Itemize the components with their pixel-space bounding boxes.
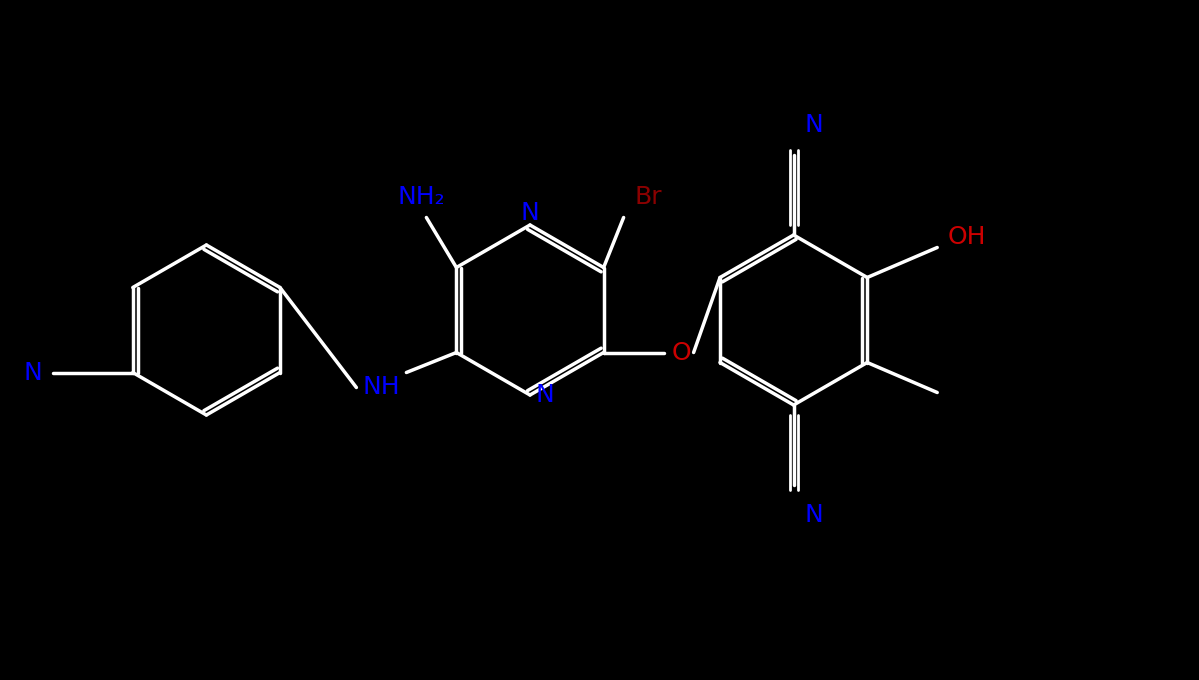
Text: NH: NH [362, 375, 400, 400]
Text: N: N [805, 113, 823, 137]
Text: NH₂: NH₂ [398, 186, 445, 209]
Text: Br: Br [634, 186, 662, 209]
Text: OH: OH [948, 226, 987, 250]
Text: N: N [536, 383, 554, 407]
Text: N: N [24, 360, 42, 384]
Text: N: N [805, 503, 823, 527]
Text: O: O [671, 341, 692, 364]
Text: N: N [520, 201, 540, 225]
